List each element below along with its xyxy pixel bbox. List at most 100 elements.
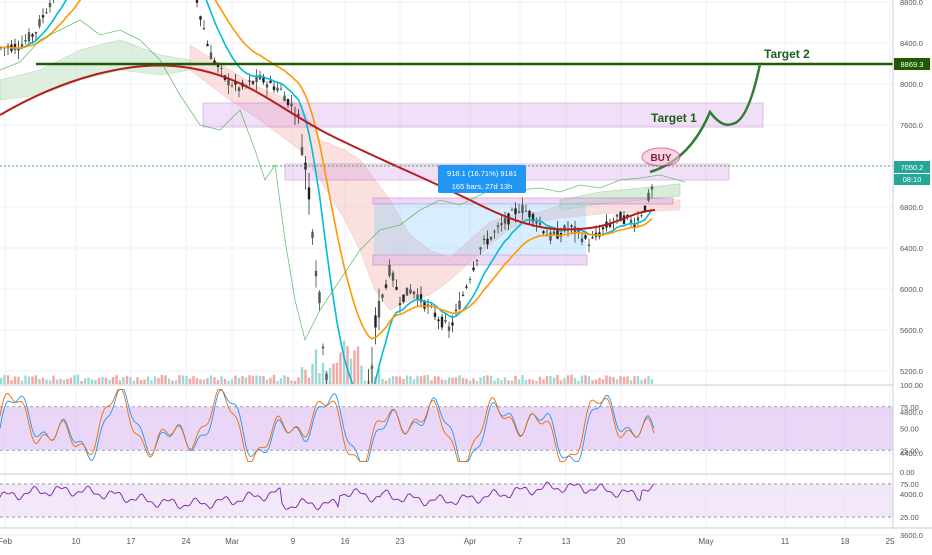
volume-bar [146,376,150,384]
candle-body [601,227,605,230]
volume-bar [286,376,290,384]
candle-body [314,270,318,277]
stoch-tick-label: 75.00 [900,403,919,412]
volume-bar [272,374,276,384]
candle-body [398,303,402,305]
volume-bar [139,380,143,384]
volume-bar [216,380,220,384]
candle-body [381,294,384,298]
volume-bar [55,379,59,384]
volume-bar [188,378,192,384]
volume-bar [160,374,164,384]
time-tick-label: Mar [225,537,239,546]
volume-bar [34,375,38,384]
stoch-band [0,406,893,451]
volume-bar [640,380,643,384]
time-tick-label: Feb [0,537,12,546]
volume-bar [314,349,318,384]
candle-body [48,2,52,8]
support-zone-lower [372,254,588,266]
volume-bar [409,376,412,384]
volume-bar [45,379,48,384]
candle-body [195,0,199,3]
volume-bar [570,374,573,384]
candle-body [472,267,475,271]
candle-body [202,28,206,30]
rsi-tick-label: 75.00 [900,480,919,489]
volume-bar [244,377,248,384]
candle-body [629,219,633,224]
candle-body [577,229,580,233]
candle-body [437,319,440,322]
volume-bar [647,375,650,384]
candle-body [521,204,524,213]
volume-bar [87,377,90,384]
volume-bar [304,369,307,384]
volume-bar [335,362,339,384]
volume-bar [195,378,199,384]
candle-body [45,12,48,14]
candle-body [461,294,465,296]
time-tick-label: 10 [72,537,81,546]
volume-bar [90,379,94,384]
volume-bar [433,376,437,384]
candle-body [283,95,286,102]
volume-bar [510,380,514,384]
volume-bar [97,377,101,384]
candle-body [500,223,503,226]
candle-body [300,147,304,155]
volume-bar [132,380,136,384]
candle-body [248,80,251,82]
candle-body [311,231,314,238]
volume-bar [493,380,496,384]
volume-bar [3,374,6,384]
volume-bar [391,376,395,384]
candle-body [31,34,34,37]
volume-bar [461,378,465,384]
candle-body [482,238,486,241]
volume-bar [300,367,304,384]
buy-label: BUY [650,153,671,164]
volume-bar [24,375,27,384]
volume-bar [619,376,622,384]
stoch-tick-label: 100.00 [900,381,923,390]
volume-bar [52,375,55,384]
candle-body [402,294,405,302]
candle-body [307,187,311,200]
volume-bar [451,377,454,384]
volume-bar [80,380,83,384]
volume-bar [542,379,545,384]
volume-bar [17,376,20,384]
volume-bar [297,377,300,384]
candle-body [269,80,272,83]
countdown-tag: 08:10 [903,175,922,184]
target-price-tag: 8869.3 [901,60,924,69]
candle-body [535,221,538,224]
time-tick-label: Apr [464,537,477,546]
volume-bar [258,375,262,384]
volume-bar [482,375,486,384]
volume-bar [356,346,360,384]
time-tick-label: 20 [617,537,626,546]
volume-bar [265,379,269,384]
volume-bar [556,374,559,384]
candle-body [13,43,17,50]
candle-body [475,260,479,262]
ma-long-line [0,64,656,231]
candle-body [570,225,573,227]
candle-body [374,315,377,328]
rsi-tick-label: 25.00 [900,513,919,522]
volume-bar [181,375,185,384]
volume-bar [437,376,440,384]
candle-body [622,215,626,224]
candle-body [584,235,587,239]
volume-bar [591,380,594,384]
candle-body [643,205,647,212]
volume-bar [577,380,580,384]
candle-body [528,210,531,218]
volume-bar [598,377,601,384]
volume-bar [125,375,129,384]
volume-bar [38,378,41,384]
